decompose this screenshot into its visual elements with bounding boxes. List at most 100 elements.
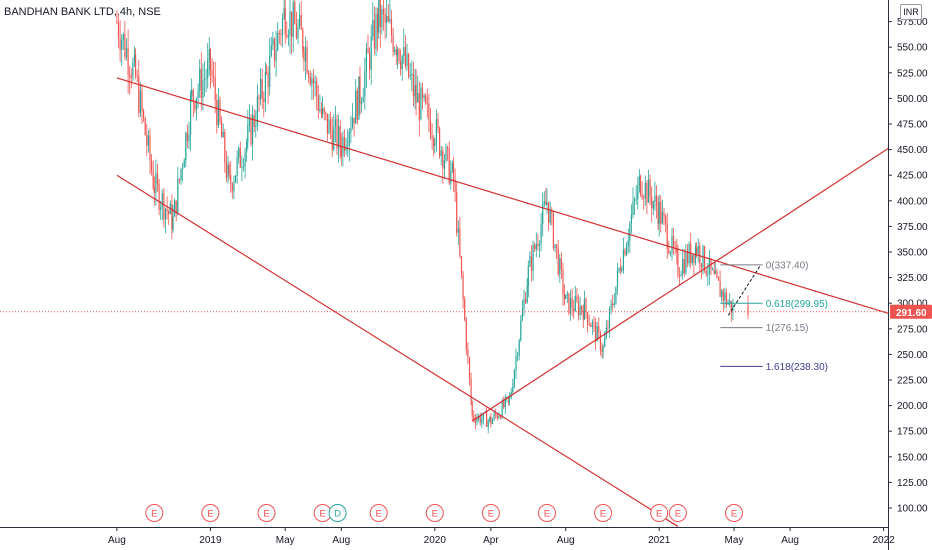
candle bbox=[479, 412, 481, 426]
trendline-falling-resistance[interactable] bbox=[116, 77, 932, 346]
candle bbox=[521, 299, 523, 322]
candle bbox=[573, 299, 575, 319]
candle bbox=[117, 12, 120, 49]
candle bbox=[400, 49, 402, 76]
candle bbox=[375, 7, 377, 57]
candle bbox=[178, 178, 180, 184]
candle bbox=[333, 114, 335, 152]
candle bbox=[639, 174, 642, 198]
candle bbox=[238, 146, 240, 164]
candle bbox=[680, 270, 682, 277]
candle bbox=[255, 110, 257, 138]
candle bbox=[340, 133, 342, 166]
candle bbox=[591, 319, 593, 335]
candle bbox=[540, 212, 542, 252]
candle bbox=[348, 127, 350, 162]
candle bbox=[654, 181, 656, 211]
candle bbox=[323, 106, 325, 121]
earnings-event-marker[interactable]: E bbox=[313, 504, 332, 522]
event-label: E bbox=[600, 509, 606, 520]
candle bbox=[448, 141, 450, 186]
candle bbox=[716, 268, 718, 279]
plot-area[interactable]: 0(337.40) 0.618(299.95) 1(276.15) 1.618(238… bbox=[0, 0, 932, 527]
candle bbox=[638, 169, 640, 193]
candle bbox=[155, 159, 157, 206]
time-tick-label: May bbox=[276, 535, 295, 546]
candle bbox=[197, 83, 199, 109]
trendline-rising-support[interactable] bbox=[471, 78, 932, 422]
price-tick-label: 175.00 bbox=[897, 427, 928, 438]
candle bbox=[583, 290, 585, 321]
trendline-falling-support[interactable] bbox=[116, 174, 679, 527]
candle bbox=[358, 76, 360, 121]
currency-button[interactable]: INR bbox=[900, 4, 922, 20]
candle bbox=[336, 114, 338, 155]
earnings-event-marker[interactable]: E bbox=[538, 504, 556, 522]
candle bbox=[595, 317, 597, 350]
candle bbox=[247, 109, 249, 149]
price-tick-label: 350.00 bbox=[897, 248, 928, 259]
earnings-event-marker[interactable]: E bbox=[668, 504, 687, 522]
earnings-event-marker[interactable]: E bbox=[725, 504, 743, 522]
candle bbox=[577, 294, 580, 321]
candle bbox=[242, 158, 245, 172]
candle bbox=[188, 121, 190, 150]
candle bbox=[151, 154, 153, 176]
candle bbox=[562, 262, 564, 306]
candle bbox=[250, 114, 252, 147]
candle bbox=[457, 220, 459, 246]
candle bbox=[506, 395, 508, 403]
candle bbox=[440, 145, 442, 166]
earnings-event-marker[interactable]: E bbox=[369, 504, 388, 522]
candle bbox=[295, 11, 297, 40]
price-tick-label: 575.00 bbox=[897, 17, 928, 28]
candle bbox=[214, 61, 216, 114]
event-label: E bbox=[151, 509, 157, 520]
earnings-event-marker[interactable]: E bbox=[594, 504, 613, 522]
candle bbox=[569, 290, 572, 321]
candle bbox=[574, 285, 576, 312]
candle bbox=[612, 294, 614, 311]
candle bbox=[566, 290, 568, 304]
candle bbox=[559, 254, 561, 283]
earnings-event-marker[interactable]: E bbox=[145, 504, 164, 522]
candle bbox=[602, 344, 604, 359]
symbol-title: BANDHAN BANK LTD, 4h, NSE bbox=[4, 6, 161, 18]
earnings-event-marker[interactable]: E bbox=[650, 504, 669, 522]
event-label: E bbox=[544, 509, 550, 520]
candle bbox=[370, 24, 372, 85]
candle bbox=[395, 44, 397, 65]
candle bbox=[685, 244, 687, 275]
earnings-event-marker[interactable]: E bbox=[257, 504, 276, 522]
candle bbox=[437, 112, 439, 134]
dividend-event-marker[interactable]: D bbox=[328, 504, 347, 522]
candle bbox=[269, 38, 271, 96]
candle bbox=[239, 141, 241, 168]
fibonacci-extension[interactable]: 0(337.40) 0.618(299.95) 1(276.15) 1.618(238… bbox=[720, 260, 828, 373]
candle bbox=[345, 137, 347, 155]
candle bbox=[460, 255, 463, 279]
candle bbox=[474, 414, 476, 429]
candle bbox=[378, 0, 380, 39]
earnings-event-marker[interactable]: E bbox=[201, 504, 220, 522]
earnings-event-marker[interactable]: E bbox=[481, 504, 500, 522]
candle bbox=[462, 270, 464, 309]
candle bbox=[727, 299, 729, 306]
price-axis[interactable]: 100.00 125.00 150.00 175.00 200.00 225.00 250.… bbox=[888, 0, 932, 550]
candle bbox=[350, 115, 352, 143]
price-tick-label: 525.00 bbox=[897, 68, 928, 79]
candle bbox=[615, 286, 617, 305]
earnings-event-marker[interactable]: E bbox=[425, 504, 444, 522]
candle bbox=[666, 212, 668, 259]
candle bbox=[646, 180, 648, 215]
time-axis[interactable]: Aug2019MayAug2020AprAug2021MayAug2022Apr bbox=[0, 527, 932, 550]
candle bbox=[244, 147, 246, 179]
candle bbox=[273, 37, 276, 68]
candle bbox=[174, 198, 176, 217]
candle bbox=[471, 400, 473, 421]
candle bbox=[404, 34, 406, 69]
candle bbox=[272, 31, 274, 51]
